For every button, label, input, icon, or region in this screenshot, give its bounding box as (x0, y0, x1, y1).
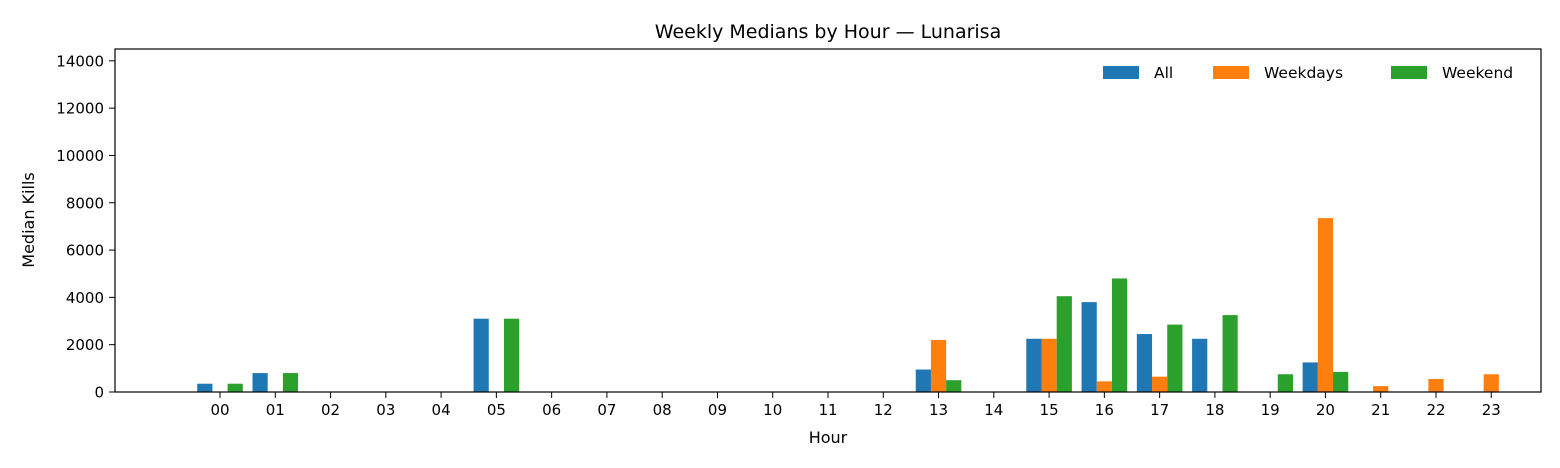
x-tick-label: 10 (763, 401, 782, 419)
x-tick-label: 21 (1371, 401, 1390, 419)
x-tick-label: 19 (1261, 401, 1280, 419)
legend-swatch-all (1103, 66, 1139, 79)
bar-all-16 (1081, 302, 1097, 392)
bar-weekdays-16 (1096, 381, 1112, 392)
y-tick-label: 12000 (56, 100, 104, 118)
x-tick-label: 22 (1426, 401, 1445, 419)
x-tick-label: 11 (818, 401, 837, 419)
bar-all-01 (252, 373, 268, 392)
y-tick-label: 6000 (66, 242, 104, 260)
x-ticks: 00 01 02 03 04 05 06 07 08 09 10 11 12 13 14 15 16 17 18 19… (210, 392, 1501, 419)
bar-weekend-00 (227, 383, 243, 392)
legend-swatch-weekend (1391, 66, 1427, 79)
bar-all-17 (1136, 334, 1153, 392)
bar-weekdays-20 (1317, 218, 1334, 392)
legend: All Weekdays Weekend (1103, 64, 1513, 82)
x-tick-label: 13 (929, 401, 948, 419)
bar-weekend-17 (1167, 324, 1183, 392)
bar-all-00 (197, 383, 213, 392)
y-tick-label: 4000 (66, 289, 104, 307)
bar-weekend-16 (1111, 278, 1128, 392)
x-tick-label: 12 (874, 401, 893, 419)
bar-all-05 (473, 318, 489, 392)
x-tick-label: 08 (653, 401, 672, 419)
bars-group (197, 218, 1499, 392)
x-tick-label: 02 (321, 401, 340, 419)
x-tick-label: 03 (376, 401, 395, 419)
x-tick-label: 00 (210, 401, 229, 419)
y-tick-label: 2000 (66, 336, 104, 354)
bar-all-15 (1026, 338, 1042, 392)
x-tick-label: 14 (984, 401, 1003, 419)
bar-all-20 (1302, 362, 1318, 392)
x-tick-label: 16 (1095, 401, 1114, 419)
bar-weekdays-17 (1152, 376, 1168, 392)
bar-weekend-18 (1222, 315, 1238, 392)
x-tick-label: 17 (1150, 401, 1169, 419)
y-tick-label: 8000 (66, 194, 104, 212)
bar-weekend-05 (503, 318, 520, 392)
x-tick-label: 15 (1040, 401, 1059, 419)
legend-swatch-weekdays (1213, 66, 1249, 79)
chart-title: Weekly Medians by Hour — Lunarisa (655, 21, 1001, 43)
x-axis-label: Hour (809, 428, 848, 447)
bar-all-13 (915, 369, 931, 392)
x-tick-label: 18 (1205, 401, 1224, 419)
bar-weekdays-21 (1373, 386, 1389, 392)
x-tick-label: 23 (1482, 401, 1501, 419)
legend-label-weekend: Weekend (1442, 64, 1513, 82)
x-tick-label: 01 (266, 401, 285, 419)
plot-frame (114, 48, 1542, 393)
legend-label-all: All (1154, 64, 1173, 82)
x-tick-label: 07 (597, 401, 616, 419)
y-axis-label: Median Kills (19, 172, 38, 267)
x-tick-label: 04 (432, 401, 451, 419)
x-tick-label: 09 (708, 401, 727, 419)
bar-all-18 (1192, 338, 1208, 392)
y-tick-label: 0 (94, 384, 104, 402)
legend-label-weekdays: Weekdays (1264, 64, 1343, 82)
bar-weekdays-15 (1041, 338, 1057, 392)
bar-weekend-15 (1056, 296, 1072, 392)
y-tick-label: 10000 (56, 147, 104, 165)
bar-weekend-13 (946, 380, 962, 392)
bar-weekdays-22 (1428, 378, 1444, 392)
bar-weekend-19 (1277, 374, 1293, 392)
bar-weekend-20 (1333, 371, 1349, 392)
y-tick-label: 14000 (56, 52, 104, 70)
bar-weekdays-13 (930, 339, 947, 392)
x-tick-label: 20 (1316, 401, 1335, 419)
bar-weekdays-23 (1483, 374, 1499, 392)
x-tick-label: 06 (542, 401, 561, 419)
bar-weekend-01 (282, 373, 299, 392)
x-tick-label: 05 (487, 401, 506, 419)
y-ticks: 0 2000 4000 6000 8000 10000 12000 14000 (56, 52, 115, 402)
